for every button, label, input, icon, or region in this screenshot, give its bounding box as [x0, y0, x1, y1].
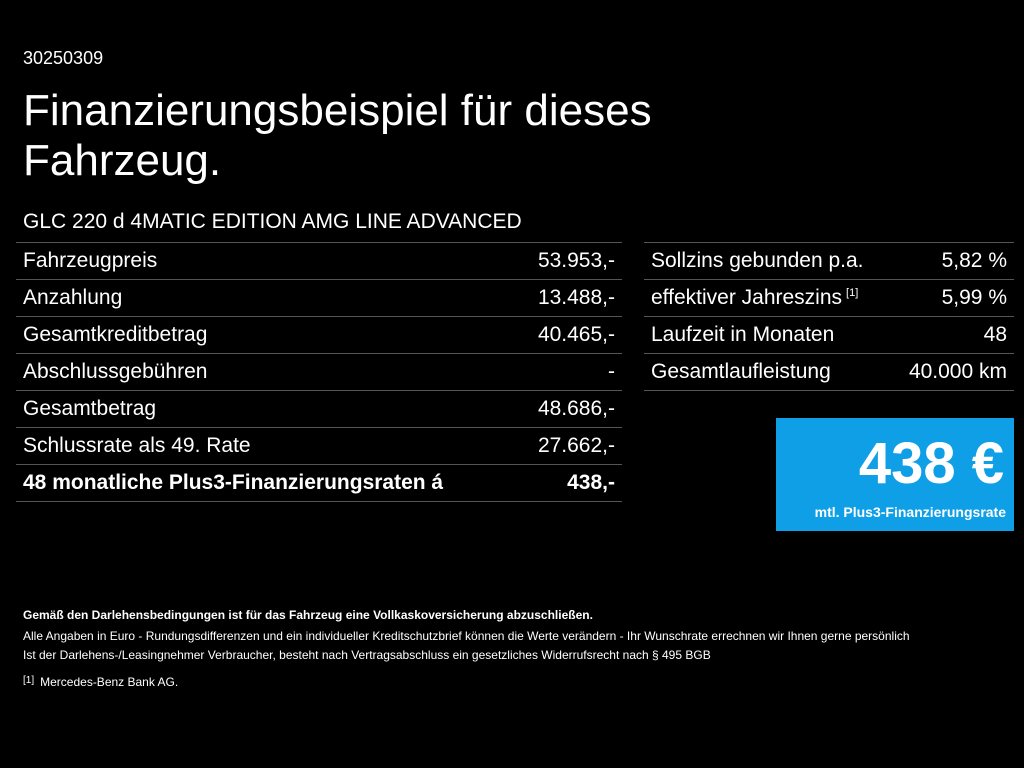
label: Abschlussgebühren: [16, 353, 517, 391]
footnote: [1] Mercedes-Benz Bank AG.: [23, 671, 910, 692]
footer: Gemäß den Darlehensbedingungen ist für d…: [23, 606, 910, 692]
label: Gesamtkreditbetrag: [16, 316, 517, 354]
value: 27.662,-: [516, 427, 622, 465]
value: 438,-: [516, 464, 622, 502]
footnote-text: Mercedes-Benz Bank AG.: [40, 675, 179, 689]
row: Schlussrate als 49. Rate 27.662,-: [16, 427, 622, 465]
insurance-note: Gemäß den Darlehensbedingungen ist für d…: [23, 608, 593, 622]
rate-label: mtl. Plus3-Finanzierungsrate: [814, 504, 1006, 520]
label: Gesamtlaufleistung: [644, 353, 892, 391]
footer-line: Ist der Darlehens-/Leasingnehmer Verbrau…: [23, 648, 711, 662]
footnote-mark: [1]: [23, 675, 35, 686]
code: 30250309: [23, 48, 104, 68]
value: 40.465,-: [516, 316, 622, 354]
footnote-ref: [1]: [846, 287, 859, 299]
label: Sollzins gebunden p.a.: [644, 242, 892, 280]
left-table: Fahrzeugpreis 53.953,- Anzahlung 13.488,- Ge…: [16, 242, 622, 502]
label: Laufzeit in Monaten: [644, 316, 892, 354]
title: Finanzierungsbeispiel für dieses Fahrzeu…: [23, 86, 652, 185]
value: 5,99 %: [891, 279, 1014, 317]
rate-box: 438 € mtl. Plus3-Finanzierungsrate: [776, 418, 1014, 531]
value: 53.953,-: [516, 242, 622, 280]
row: effektiver Jahreszins [1] 5,99 %: [644, 279, 1014, 317]
label: Gesamtbetrag: [16, 390, 517, 428]
row: Gesamtbetrag 48.686,-: [16, 390, 622, 428]
value: 13.488,-: [516, 279, 622, 317]
value: 48: [891, 316, 1014, 354]
value: 48.686,-: [516, 390, 622, 428]
row: Fahrzeugpreis 53.953,-: [16, 242, 622, 280]
row: Gesamtkreditbetrag 40.465,-: [16, 316, 622, 354]
value: 40.000 km: [891, 353, 1014, 391]
label: effektiver Jahreszins [1]: [644, 279, 892, 317]
row: 48 monatliche Plus3-Finanzierungsraten á…: [16, 464, 622, 502]
row: Sollzins gebunden p.a. 5,82 %: [644, 242, 1014, 280]
row: Gesamtlaufleistung 40.000 km: [644, 353, 1014, 391]
right-table: Sollzins gebunden p.a. 5,82 % effektiver J…: [644, 242, 1014, 391]
row: Laufzeit in Monaten 48: [644, 316, 1014, 354]
row: Abschlussgebühren -: [16, 353, 622, 391]
label: 48 monatliche Plus3-Finanzierungsraten á: [16, 464, 517, 502]
label: Anzahlung: [16, 279, 517, 317]
model: GLC 220 d 4MATIC EDITION AMG LINE ADVANC…: [23, 210, 522, 233]
value: 5,82 %: [891, 242, 1014, 280]
label: Fahrzeugpreis: [16, 242, 517, 280]
label: Schlussrate als 49. Rate: [16, 427, 517, 465]
row: Anzahlung 13.488,-: [16, 279, 622, 317]
footer-line: Alle Angaben in Euro - Rundungsdifferenz…: [23, 629, 910, 643]
rate-amount: 438 €: [858, 431, 1004, 496]
value: -: [516, 353, 622, 391]
